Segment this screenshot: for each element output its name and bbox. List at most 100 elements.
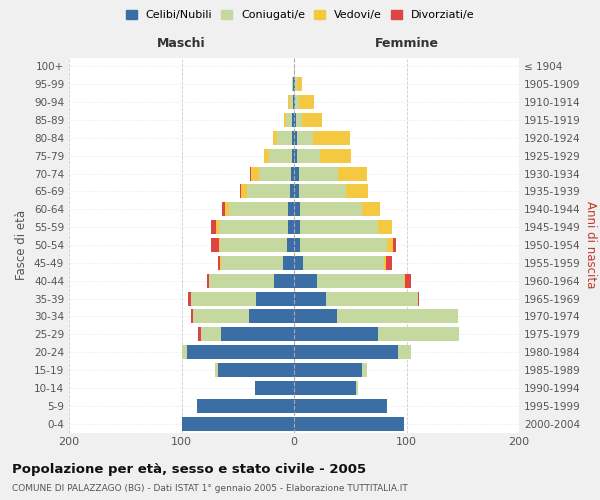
- Bar: [208, 274, 209, 287]
- Bar: [211, 238, 218, 252]
- Bar: [269, 148, 292, 162]
- Bar: [226, 202, 229, 216]
- Bar: [294, 220, 299, 234]
- Bar: [294, 416, 404, 430]
- Bar: [393, 238, 397, 252]
- Bar: [299, 166, 338, 180]
- Bar: [317, 274, 404, 287]
- Bar: [294, 238, 299, 252]
- Bar: [290, 184, 294, 198]
- Bar: [215, 363, 218, 377]
- Bar: [302, 113, 322, 127]
- Bar: [294, 399, 388, 412]
- Bar: [263, 148, 269, 162]
- Bar: [361, 363, 367, 377]
- Legend: Celibi/Nubili, Coniugati/e, Vedovi/e, Divorziati/e: Celibi/Nubili, Coniugati/e, Vedovi/e, Di…: [121, 6, 479, 25]
- Bar: [337, 310, 458, 324]
- Bar: [325, 292, 418, 306]
- Bar: [218, 363, 294, 377]
- Bar: [247, 184, 290, 198]
- Bar: [379, 220, 392, 234]
- Bar: [294, 274, 317, 287]
- Bar: [187, 345, 294, 359]
- Bar: [294, 292, 325, 306]
- Bar: [398, 345, 411, 359]
- Bar: [292, 148, 294, 162]
- Bar: [299, 184, 346, 198]
- Bar: [299, 95, 314, 109]
- Bar: [295, 95, 299, 109]
- Bar: [294, 184, 299, 198]
- Bar: [294, 166, 299, 180]
- Bar: [218, 256, 220, 270]
- Bar: [290, 166, 294, 180]
- Bar: [294, 95, 295, 109]
- Bar: [241, 184, 247, 198]
- Bar: [287, 238, 294, 252]
- Bar: [292, 78, 293, 91]
- Bar: [356, 381, 358, 395]
- Bar: [296, 113, 302, 127]
- Bar: [284, 113, 286, 127]
- Bar: [221, 256, 283, 270]
- Bar: [274, 274, 294, 287]
- Bar: [182, 345, 187, 359]
- Bar: [418, 292, 419, 306]
- Bar: [217, 220, 218, 234]
- Bar: [294, 78, 295, 91]
- Bar: [303, 256, 384, 270]
- Bar: [294, 345, 398, 359]
- Bar: [209, 274, 274, 287]
- Bar: [277, 131, 292, 145]
- Bar: [295, 78, 298, 91]
- Bar: [200, 328, 221, 341]
- Bar: [272, 131, 277, 145]
- Bar: [294, 363, 361, 377]
- Bar: [294, 148, 298, 162]
- Text: COMUNE DI PALAZZAGO (BG) - Dati ISTAT 1° gennaio 2005 - Elaborazione TUTTITALIA.: COMUNE DI PALAZZAGO (BG) - Dati ISTAT 1°…: [12, 484, 408, 493]
- Bar: [338, 166, 367, 180]
- Bar: [406, 274, 411, 287]
- Bar: [294, 202, 299, 216]
- Bar: [294, 328, 379, 341]
- Bar: [388, 238, 393, 252]
- Bar: [293, 78, 294, 91]
- Bar: [313, 131, 350, 145]
- Bar: [197, 399, 294, 412]
- Bar: [193, 310, 249, 324]
- Text: Maschi: Maschi: [157, 37, 206, 50]
- Bar: [361, 202, 380, 216]
- Y-axis label: Fasce di età: Fasce di età: [16, 210, 28, 280]
- Bar: [346, 184, 368, 198]
- Bar: [299, 202, 361, 216]
- Bar: [404, 274, 406, 287]
- Bar: [289, 202, 294, 216]
- Bar: [218, 220, 289, 234]
- Bar: [384, 256, 386, 270]
- Bar: [320, 148, 352, 162]
- Bar: [283, 256, 294, 270]
- Bar: [290, 95, 293, 109]
- Bar: [298, 131, 313, 145]
- Bar: [289, 220, 294, 234]
- Bar: [250, 166, 251, 180]
- Bar: [294, 131, 298, 145]
- Bar: [299, 238, 388, 252]
- Bar: [222, 202, 226, 216]
- Bar: [294, 310, 337, 324]
- Bar: [188, 292, 191, 306]
- Bar: [293, 95, 294, 109]
- Bar: [182, 416, 294, 430]
- Text: Femmine: Femmine: [374, 37, 439, 50]
- Bar: [220, 238, 287, 252]
- Bar: [259, 166, 290, 180]
- Bar: [218, 238, 220, 252]
- Bar: [251, 166, 259, 180]
- Bar: [220, 256, 221, 270]
- Bar: [292, 131, 294, 145]
- Bar: [298, 78, 302, 91]
- Bar: [286, 113, 292, 127]
- Bar: [298, 148, 320, 162]
- Bar: [294, 381, 356, 395]
- Bar: [292, 113, 294, 127]
